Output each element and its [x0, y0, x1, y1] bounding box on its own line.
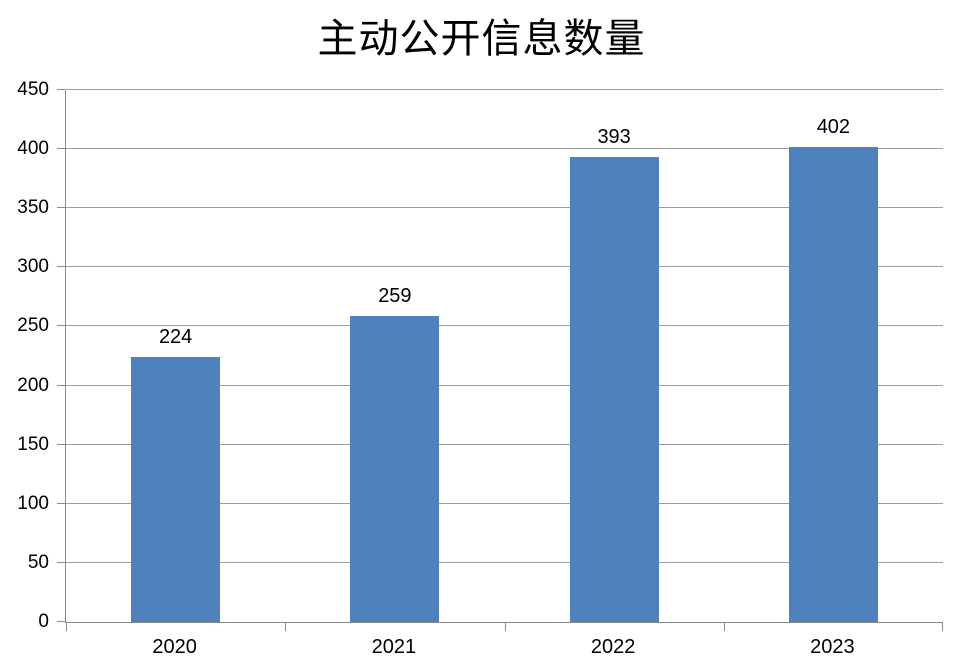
y-axis-tick-label: 450	[17, 79, 49, 100]
bar-value-label: 402	[816, 115, 851, 138]
bar-2023	[788, 146, 878, 622]
x-axis-tick	[942, 623, 943, 631]
y-axis-tick-label: 100	[17, 492, 49, 514]
bar-2021	[350, 315, 440, 622]
y-axis-tick	[57, 266, 65, 268]
bar-value-label: 224	[158, 326, 193, 349]
gridline	[66, 207, 943, 209]
x-axis-tick	[66, 623, 67, 631]
y-axis-tick	[57, 89, 65, 90]
y-axis-tick	[57, 502, 65, 504]
y-axis-tick-label: 0	[38, 611, 49, 632]
gridline	[66, 266, 943, 268]
y-axis-tick-label: 300	[17, 256, 49, 278]
x-axis-tick	[723, 623, 725, 631]
y-axis-tick-label: 200	[17, 374, 49, 396]
y-axis-tick	[57, 325, 65, 327]
chart-title: 主动公开信息数量	[317, 16, 646, 62]
x-axis-category-label: 2022	[590, 636, 636, 658]
gridline	[66, 384, 943, 386]
y-axis-tick	[57, 148, 65, 150]
gridline	[66, 148, 943, 150]
x-axis-tick	[504, 623, 506, 631]
bar-2022	[569, 157, 659, 622]
gridline	[66, 443, 943, 445]
gridline	[66, 89, 943, 90]
y-axis-tick-label: 250	[17, 315, 49, 337]
x-axis-category-label: 2021	[371, 636, 417, 658]
y-axis-tick-label: 50	[27, 551, 49, 573]
y-axis-tick	[57, 207, 65, 209]
y-axis-tick	[57, 384, 65, 386]
y-axis-tick	[57, 621, 65, 622]
y-axis-tick	[57, 443, 65, 445]
gridline	[66, 561, 943, 563]
bar-value-label: 393	[597, 126, 631, 149]
bar-2020	[131, 357, 221, 622]
x-axis-category-label: 2020	[152, 636, 197, 658]
gridline	[66, 502, 943, 504]
y-axis-tick	[57, 561, 65, 563]
x-axis-tick	[285, 623, 287, 631]
x-axis-category-label: 2023	[810, 636, 855, 658]
y-axis-tick-label: 150	[17, 433, 49, 455]
gridline	[66, 325, 943, 327]
y-axis-tick-label: 350	[17, 197, 49, 219]
plot-area: 224 259 393 402	[57, 89, 943, 631]
bar-value-label: 259	[378, 284, 412, 307]
y-axis-tick-label: 400	[17, 138, 49, 160]
